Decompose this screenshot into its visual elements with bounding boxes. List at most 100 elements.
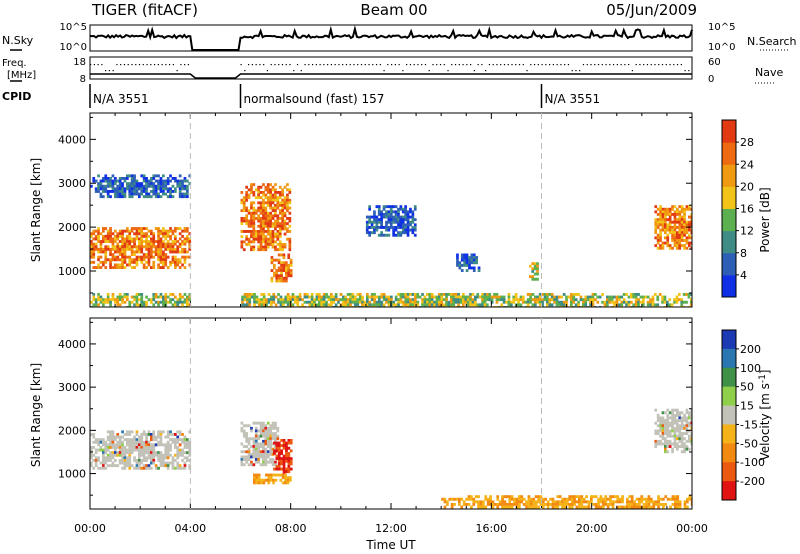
velocity-cell — [640, 500, 644, 504]
velocity-cell — [164, 453, 168, 457]
power-cell — [106, 190, 110, 193]
power-cell — [169, 293, 172, 296]
power-cell — [171, 258, 175, 262]
power-cell — [385, 223, 388, 227]
power-heatmap — [90, 174, 692, 307]
nave-dot — [639, 64, 641, 66]
velocity-cell — [247, 463, 251, 467]
power-cell — [678, 213, 682, 216]
power-cell — [548, 293, 552, 296]
power-cell — [274, 209, 277, 213]
power-cell — [174, 187, 177, 191]
velocity-cell — [690, 426, 692, 430]
power-cell — [171, 242, 175, 246]
velocity-cell — [176, 435, 180, 439]
power-cell — [264, 185, 268, 189]
velocity-cell — [277, 462, 281, 466]
nave-dot — [579, 70, 581, 72]
velocity-cell — [252, 452, 256, 456]
power-cell — [257, 235, 260, 239]
power-cell — [259, 235, 263, 239]
power-cell — [188, 237, 192, 241]
velocity-cell — [668, 421, 672, 425]
power-cell — [406, 231, 410, 235]
power-cell — [664, 220, 667, 224]
velocity-cell — [659, 426, 662, 430]
nave-dot — [530, 64, 532, 66]
power-cell — [399, 226, 403, 229]
power-cell — [377, 210, 381, 214]
velocity-cell — [106, 438, 110, 442]
power-cell — [498, 295, 501, 299]
velocity-cell — [138, 446, 141, 449]
power-cell — [562, 293, 566, 296]
power-cell — [109, 195, 112, 199]
velocity-cell — [254, 439, 258, 443]
power-cell — [183, 300, 187, 304]
power-cell — [250, 232, 253, 236]
velocity-cell — [666, 432, 670, 435]
power-cell — [154, 295, 158, 299]
power-cell — [126, 240, 129, 243]
power-cell — [664, 215, 667, 219]
power-colorbar-swatch — [722, 208, 736, 232]
velocity-cell — [92, 453, 96, 457]
power-cell — [409, 220, 412, 224]
power-cell — [114, 192, 117, 196]
velocity-cell — [674, 503, 677, 506]
velocity-cell — [138, 453, 141, 457]
power-cell — [257, 191, 260, 194]
velocity-cell — [690, 497, 692, 501]
power-cell — [271, 222, 275, 226]
velocity-cell — [176, 456, 180, 460]
velocity-cell — [674, 497, 677, 501]
power-cell — [162, 240, 165, 243]
power-cell — [457, 300, 460, 304]
power-cell — [315, 293, 319, 296]
power-cell — [654, 303, 657, 307]
velocity-cell — [128, 461, 132, 465]
power-cell — [246, 298, 249, 302]
power-cell — [186, 234, 189, 238]
power-cell — [666, 226, 670, 229]
velocity-cell — [269, 473, 273, 477]
power-cell — [252, 230, 256, 233]
power-cell — [472, 266, 476, 270]
power-cell — [145, 295, 148, 299]
power-cell — [147, 192, 151, 196]
power-cell — [671, 228, 674, 232]
power-cell — [529, 295, 532, 299]
power-cell — [654, 220, 658, 224]
power-cell — [582, 298, 585, 302]
nave-dot — [503, 64, 506, 66]
power-cell — [671, 213, 674, 216]
power-cell — [90, 300, 93, 304]
power-cell — [286, 293, 290, 296]
power-cell — [128, 247, 132, 251]
power-cell — [276, 243, 280, 246]
nave-dot — [466, 64, 468, 66]
velocity-cell — [159, 438, 163, 442]
power-cell — [533, 264, 537, 268]
power-cell — [266, 196, 270, 200]
power-cell — [162, 227, 165, 230]
power-cell — [392, 228, 395, 232]
power-cell — [99, 260, 103, 264]
power-cell — [130, 258, 134, 262]
power-cell — [632, 303, 636, 307]
power-cell — [683, 218, 686, 222]
velocity-cell — [621, 505, 624, 509]
velocity-cell — [138, 464, 141, 468]
velocity-cell — [102, 438, 105, 442]
power-cell — [130, 227, 134, 230]
power-cell — [680, 205, 684, 209]
power-cell — [90, 184, 93, 188]
power-cell — [659, 210, 662, 214]
power-cell — [483, 293, 487, 296]
power-cell — [281, 211, 284, 215]
power-cell — [145, 184, 148, 188]
power-cell — [318, 303, 321, 307]
power-cell — [104, 190, 108, 193]
power-cell — [102, 303, 105, 307]
velocity-cell — [510, 495, 514, 499]
